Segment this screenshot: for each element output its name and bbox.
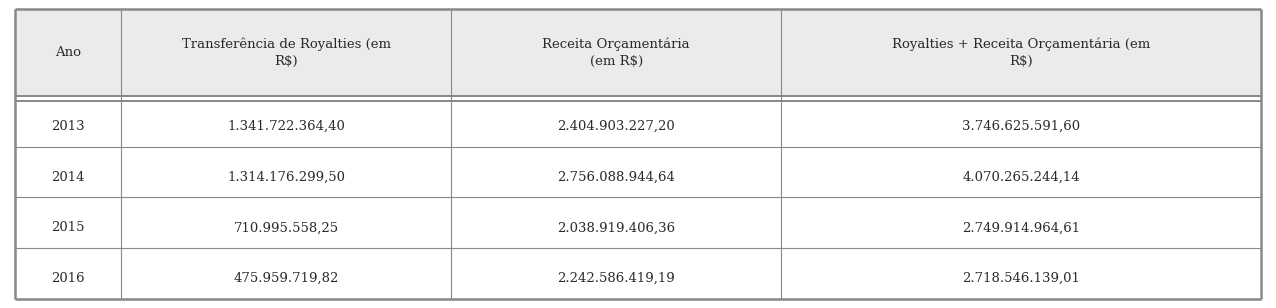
Text: 2.756.088.944,64: 2.756.088.944,64 [558, 171, 675, 184]
Bar [121, 9, 452, 96]
Bar [121, 147, 452, 197]
Text: 1.314.176.299,50: 1.314.176.299,50 [227, 171, 346, 184]
Text: 2015: 2015 [51, 221, 85, 234]
Text: 475.959.719,82: 475.959.719,82 [234, 272, 339, 285]
Text: Receita Orçamentária
(em R$): Receita Orçamentária (em R$) [542, 37, 690, 68]
Bar [452, 9, 781, 96]
Bar [452, 96, 781, 147]
Bar [121, 197, 452, 248]
Text: 2.718.546.139,01: 2.718.546.139,01 [962, 272, 1079, 285]
Bar [781, 248, 1261, 299]
Text: 710.995.558,25: 710.995.558,25 [234, 221, 338, 234]
Text: 3.746.625.591,60: 3.746.625.591,60 [962, 120, 1079, 133]
Text: Royalties + Receita Orçamentária (em
R$): Royalties + Receita Orçamentária (em R$) [892, 37, 1150, 68]
Bar [452, 248, 781, 299]
Bar [15, 248, 121, 299]
Bar [781, 147, 1261, 197]
Text: Ano: Ano [55, 46, 82, 59]
Bar [781, 9, 1261, 96]
Text: 4.070.265.244,14: 4.070.265.244,14 [962, 171, 1079, 184]
Bar [15, 147, 121, 197]
Bar [452, 197, 781, 248]
Text: 2014: 2014 [51, 171, 85, 184]
Text: Transferência de Royalties (em
R$): Transferência de Royalties (em R$) [181, 37, 390, 68]
Text: 2.749.914.964,61: 2.749.914.964,61 [962, 221, 1079, 234]
Text: 2.404.903.227,20: 2.404.903.227,20 [558, 120, 675, 133]
Text: 2016: 2016 [51, 272, 85, 285]
Bar [781, 96, 1261, 147]
Text: 1.341.722.364,40: 1.341.722.364,40 [227, 120, 345, 133]
Bar [15, 9, 121, 96]
Text: 2013: 2013 [51, 120, 85, 133]
Text: 2.242.586.419,19: 2.242.586.419,19 [558, 272, 675, 285]
Text: 2.038.919.406,36: 2.038.919.406,36 [558, 221, 675, 234]
Bar [121, 96, 452, 147]
Bar [15, 197, 121, 248]
Bar [15, 96, 121, 147]
Bar [121, 248, 452, 299]
Bar [452, 147, 781, 197]
Bar [781, 197, 1261, 248]
